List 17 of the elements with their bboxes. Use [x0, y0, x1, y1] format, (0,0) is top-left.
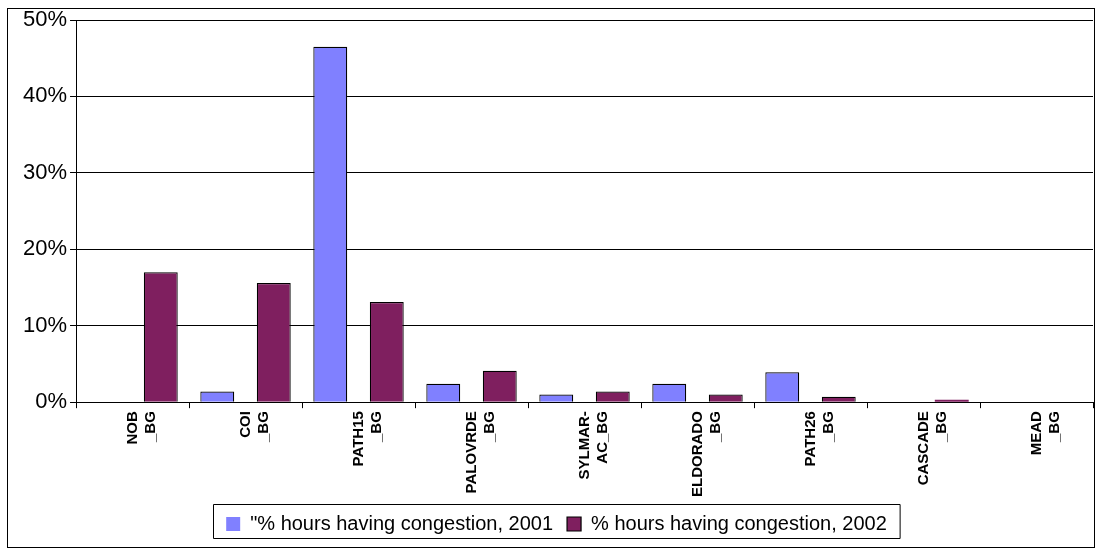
y-tick-label: 30%	[22, 158, 68, 184]
legend-label: "% hours having congestion, 2001	[250, 511, 554, 534]
x-tick-label: COI _BG	[235, 411, 271, 444]
y-tick-label: 50%	[22, 6, 68, 32]
y-tick-label: 20%	[22, 235, 68, 261]
y-tick-label: 10%	[22, 311, 68, 337]
x-tick-label: PATH26 _BG	[800, 411, 836, 467]
x-tick-label: NOB _BG	[122, 411, 158, 445]
y-tick-label: 0%	[35, 388, 68, 414]
x-tick-label: CASCADE _BG	[913, 411, 949, 486]
x-tick-label: PATH15 _BG	[348, 411, 384, 467]
x-tick-label: MEAD _BG	[1026, 411, 1062, 456]
y-tick-label: 40%	[22, 82, 68, 108]
x-tick-label: SYLMAR- AC_BG	[574, 411, 610, 480]
x-tick-label: PALOVRDE _BG	[461, 411, 497, 494]
x-tick-label: ELDORADO _BG	[687, 410, 723, 498]
legend-label: % hours having congestion, 2002	[591, 511, 887, 534]
